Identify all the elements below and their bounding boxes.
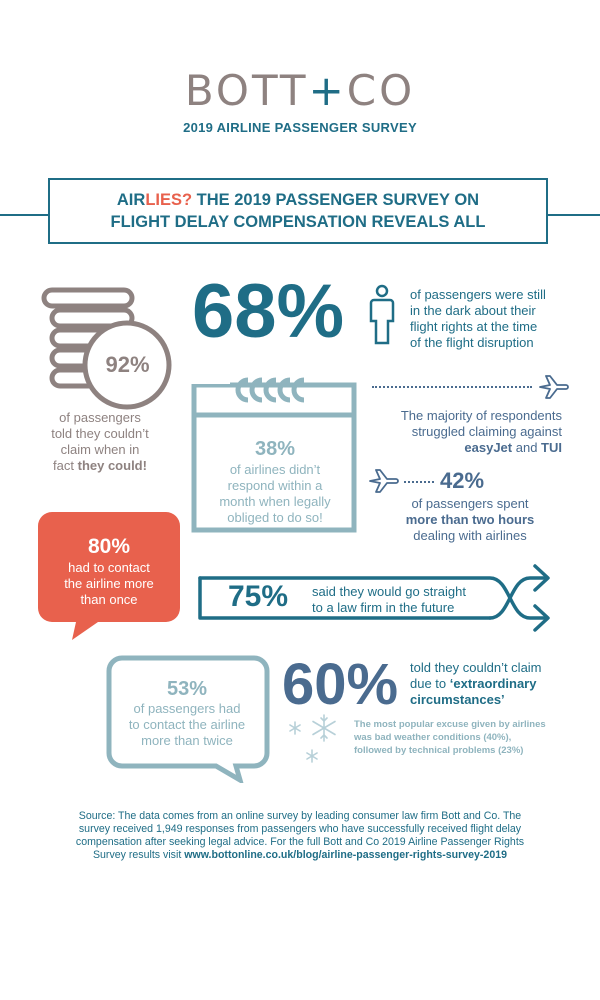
footer-line-1: Source: The data comes from an online su… [78,810,522,822]
stat-53-value: 53% [166,678,208,700]
stat-53-text: of passengers had to contact the airline… [106,701,268,749]
arrows-icon [198,564,550,632]
stat-68-line-1: of passengers were still [410,287,546,302]
stat-60-line-2: due to ‘extraordinary [410,676,590,692]
survey-subtitle: 2019 AIRLINE PASSENGER SURVEY [183,120,417,135]
footer-line-4: Survey results visit www.bottonline.co.u… [20,849,580,862]
dotted-line-1 [372,386,532,388]
stat-80-line-2: the airline more [64,576,154,591]
stat-60-note-line-3: followed by technical problems (23%) [354,745,524,756]
logo-left: BOTT [184,66,309,115]
snowflake-icon [289,714,336,763]
stat-75-text: said they would go straight to a law fir… [312,584,502,616]
stat-42-bold: more than two hours [405,512,535,527]
stat-68-line-2: in the dark about their [410,303,536,318]
airlines-and: and [512,440,542,455]
stat-38-line-3: month when legally [219,494,331,509]
headline-air: AIR [116,191,146,209]
airlines-text: The majority of respondents struggled cl… [372,408,562,456]
stat-68-line-4: of the flight disruption [410,335,534,350]
airline-easyjet: easyJet [464,440,513,455]
title-rule-left [0,214,48,216]
logo: BOTT+CO [0,66,600,115]
airlines-line-3: easyJet and TUI [372,440,562,456]
plane-icon-2 [369,469,399,493]
logo-right: CO [346,66,416,115]
stat-42-line-2: more than two hours [380,512,560,528]
stat-42-value: 42% [440,468,485,493]
stat-38-line-4: obliged to do so! [227,510,323,525]
stat-38-value: 38% [254,438,296,460]
stat-38-line-1: of airlines didn’t [229,462,321,477]
stat-75-line-2: to a law firm in the future [312,600,455,615]
stat-38-text: of airlines didn’t respond within a mont… [200,462,350,526]
calendar-icon [190,370,357,533]
stat-42-line-1: of passengers spent [411,496,529,511]
stat-60-note-line-2: was bad weather conditions (40%), [354,732,512,743]
person-icon [369,284,395,345]
logo-plus: + [308,66,347,115]
stat-60-text: told they couldn’t claim due to ‘extraor… [410,660,590,708]
headline-lies: LIES? [145,191,193,209]
stat-60-note-line-1: The most popular excuse given by airline… [354,719,546,730]
stat-68-line-3: flight rights at the time [410,319,538,334]
airlines-line-2: struggled claiming against [411,424,562,439]
stat-80-line-3: than once [80,592,138,607]
stat-92-line-4: fact they could! [30,458,170,474]
stat-92-they-could: they could! [77,458,147,473]
plane-icon [539,375,569,399]
coins-icon [41,287,172,410]
stat-80-value: 80% [87,535,131,558]
airlines-line-1: The majority of respondents [400,408,562,423]
title-rule-right [548,214,600,216]
stat-38-line-2: respond within a [227,478,323,493]
stat-60-line-3: circumstances’ [410,692,590,708]
stat-80-text: had to contact the airline more than onc… [38,560,180,608]
stat-53-line-2: to contact the airline [128,717,246,732]
stat-53-line-1: of passengers had [133,701,241,716]
footer-link[interactable]: www.bottonline.co.uk/blog/airline-passen… [184,849,508,861]
source-footer: Source: The data comes from an online su… [20,810,580,862]
stat-60-line-1: told they couldn’t claim [410,660,542,675]
headline-rest: THE 2019 PASSENGER SURVEY ON [192,191,480,209]
stat-60-due-to: due to [410,676,450,691]
stat-60-circumstances: circumstances’ [410,692,505,707]
stat-92-line-3: claim when in [60,442,140,457]
footer-visit: Survey results visit [92,849,185,861]
stat-75-line-1: said they would go straight [312,584,466,599]
dotted-line-2 [404,481,434,483]
airline-tui: TUI [541,440,562,455]
headline-box: AIRLIES? THE 2019 PASSENGER SURVEY ON FL… [48,178,548,244]
headline-line-2: FLIGHT DELAY COMPENSATION REVEALS ALL [110,213,486,231]
stat-75-value: 75% [228,580,289,613]
stat-42-text: of passengers spent more than two hours … [380,496,560,544]
stat-92-text: of passengers told they couldn’t claim w… [30,410,170,474]
stat-92-line-1: of passengers [59,410,141,425]
stat-60-note: The most popular excuse given by airline… [354,718,564,757]
headline-line-1: AIRLIES? THE 2019 PASSENGER SURVEY ON [50,189,546,211]
stat-53-line-3: more than twice [141,733,233,748]
footer-line-2: survey received 1,949 responses from pas… [78,823,522,835]
stat-92-value: 92% [105,352,150,377]
stat-68-text: of passengers were still in the dark abo… [410,287,595,351]
stat-42-line-3: dealing with airlines [413,528,527,543]
stat-68-value: 68% [192,269,345,354]
stat-92-fact: fact [53,458,78,473]
stat-92-line-2: told they couldn’t [51,426,149,441]
stat-60-extraordinary: ‘extraordinary [449,676,537,691]
speech-bubble-outline-icon [106,655,270,783]
stat-80-line-1: had to contact [68,560,150,575]
footer-line-3: compensation after seeking legal advice.… [75,836,525,848]
speech-bubble-icon [38,512,180,640]
stat-60-value: 60% [282,652,399,717]
